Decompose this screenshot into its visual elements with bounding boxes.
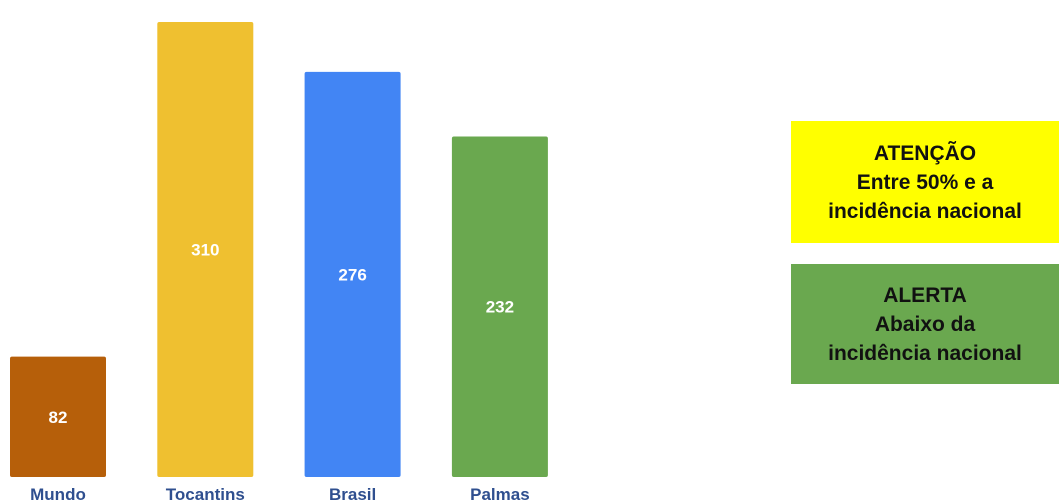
bar-tocantins [157,22,254,478]
value-label-mundo: 82 [49,408,68,427]
tick-label-brasil: Brasil [329,485,376,504]
bar-palmas [451,136,548,477]
legend-alerta-line1: Abaixo da [874,312,976,336]
bar-brasil [304,71,401,477]
value-label-tocantins: 310 [191,241,219,260]
bar-mundo [10,356,106,477]
tick-label-tocantins: Tocantins [166,485,245,504]
legend-atencao-line2: incidência nacional [828,199,1022,223]
value-label-brasil: 276 [338,265,366,284]
tick-label-mundo: Mundo [30,485,86,504]
legend-alerta: ALERTA Abaixo da incidência nacional [791,264,1059,384]
legend-atencao-title: ATENÇÃO [873,141,977,165]
legend-alerta-title: ALERTA [883,283,967,307]
value-label-palmas: 232 [486,298,514,317]
tick-label-palmas: Palmas [470,485,530,504]
legend-atencao-line1: Entre 50% e a [856,170,994,194]
bar-chart: 82 Mundo 310 Tocantins 276 Brasil 232 Palmas [10,22,548,504]
legend-atencao: ATENÇÃO Entre 50% e a incidência naciona… [791,121,1059,243]
legend-alerta-line2: incidência nacional [828,341,1022,365]
